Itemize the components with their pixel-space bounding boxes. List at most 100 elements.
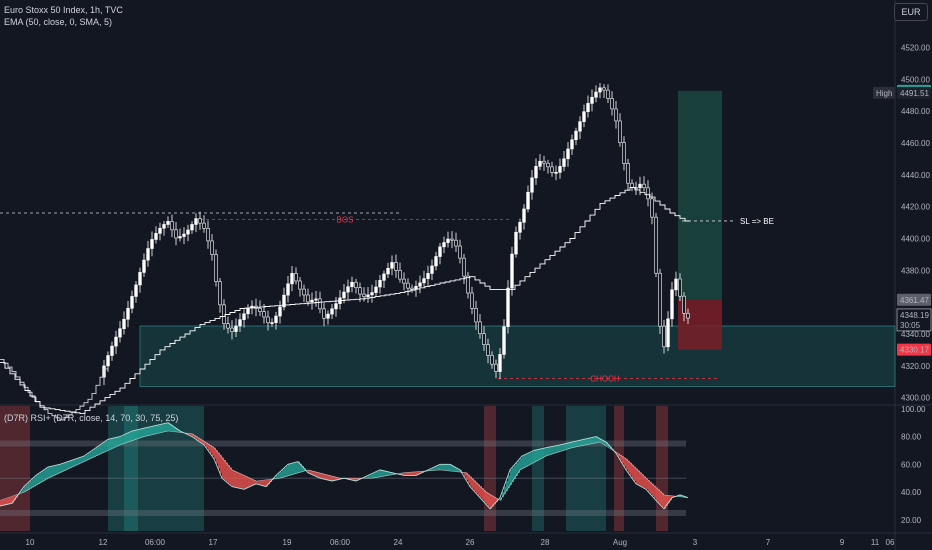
rsi-cloud-slice xyxy=(538,449,540,461)
rsi-cloud-slice xyxy=(282,469,284,478)
rsi-cloud-slice xyxy=(152,426,154,435)
position-target-zone xyxy=(678,90,722,300)
rsi-cloud-slice xyxy=(172,425,174,432)
rsi-cloud-slice xyxy=(430,468,432,471)
candle-body xyxy=(386,267,390,275)
time-tick-label: 3 xyxy=(693,538,698,547)
price-tick-label: 4380.00 xyxy=(901,266,930,275)
rsi-cloud-slice xyxy=(200,438,202,443)
rsi-cloud-slice xyxy=(650,481,652,494)
rsi-cloud-slice xyxy=(74,459,76,467)
candle-body xyxy=(190,224,194,231)
rsi-cloud-slice xyxy=(582,439,584,446)
rsi-cloud-slice xyxy=(382,470,384,477)
rsi-cloud-slice xyxy=(332,476,334,481)
candle-body xyxy=(674,278,678,291)
candle-body xyxy=(466,275,470,294)
rsi-cloud-slice xyxy=(372,473,374,479)
candles xyxy=(102,83,690,386)
rsi-cloud-slice xyxy=(656,487,658,501)
rsi-cloud-slice xyxy=(318,472,320,478)
rsi-cloud-slice xyxy=(162,424,164,433)
rsi-cloud-slice xyxy=(310,470,312,474)
candle-body xyxy=(246,307,250,315)
rsi-cloud-slice xyxy=(434,467,436,471)
currency-selector[interactable]: EUR xyxy=(894,3,928,21)
rsi-cloud-slice xyxy=(222,457,224,479)
rsi-cloud-slice xyxy=(522,456,524,469)
rsi-cloud-slice xyxy=(376,471,378,478)
candle-body xyxy=(574,130,578,141)
candle-body xyxy=(198,218,202,224)
rsi-cloud-slice xyxy=(158,424,160,434)
rsi-cloud-slice xyxy=(10,496,12,504)
rsi-cloud-slice xyxy=(134,430,136,441)
candle-body xyxy=(462,257,466,277)
rsi-cloud-slice xyxy=(214,447,216,459)
bos-label: BOS xyxy=(337,215,354,224)
candle-body xyxy=(570,139,574,150)
rsi-cloud-slice xyxy=(316,471,318,477)
rsi-cloud-slice xyxy=(400,473,402,475)
rsi-cloud-slice xyxy=(2,499,4,506)
entry-price-tag: 4361.47 xyxy=(900,296,929,305)
rsi-cloud-slice xyxy=(644,476,646,489)
rsi-cloud-slice xyxy=(274,477,276,479)
candle-body xyxy=(218,281,222,306)
rsi-cloud-slice xyxy=(414,471,416,476)
rsi-cloud-slice xyxy=(552,446,554,455)
rsi-cloud-slice xyxy=(284,468,286,478)
time-tick-label: 11 xyxy=(871,538,880,547)
rsi-cloud-slice xyxy=(300,463,302,473)
rsi-cloud-slice xyxy=(604,441,606,445)
rsi-cloud-slice xyxy=(102,443,104,454)
rsi-cloud-slice xyxy=(512,467,514,483)
stop-price-tag: 4330.17 xyxy=(900,346,929,355)
rsi-cloud-slice xyxy=(328,475,330,481)
rsi-cloud-slice xyxy=(568,443,570,449)
candle-body xyxy=(654,216,658,274)
rsi-cloud-slice xyxy=(444,464,446,471)
rsi-cloud-slice xyxy=(356,478,358,481)
rsi-cloud-slice xyxy=(668,495,670,504)
rsi-cloud-slice xyxy=(666,495,668,506)
rsi-cloud-slice xyxy=(64,462,66,471)
rsi-legend: (D7R) RSI+ (D7R, close, 14, 70, 30, 75, … xyxy=(4,413,179,423)
rsi-signal-line xyxy=(0,430,689,501)
rsi-cloud-slice xyxy=(266,479,268,487)
rsi-cloud-slice xyxy=(594,437,596,444)
price-tick-label: 4400.00 xyxy=(901,234,930,243)
rsi-cloud-slice xyxy=(296,462,298,474)
rsi-cloud-slice xyxy=(352,478,354,481)
time-tick-label: 7 xyxy=(766,538,771,547)
rsi-cloud-slice xyxy=(450,464,452,471)
candle-body xyxy=(366,294,370,297)
rsi-cloud-slice xyxy=(130,431,132,442)
candle-body xyxy=(642,183,646,189)
candle-body xyxy=(382,273,386,281)
candle-body xyxy=(418,282,422,287)
candle-body xyxy=(178,236,182,239)
candle-body xyxy=(110,345,114,356)
rsi-cloud-slice xyxy=(392,472,394,475)
rsi-cloud-slice xyxy=(48,467,50,479)
rsi-cloud-slice xyxy=(558,445,560,453)
candle-body xyxy=(538,160,542,167)
rsi-cloud-slice xyxy=(384,470,386,477)
candle-body xyxy=(482,333,486,345)
rsi-cloud-slice xyxy=(14,495,16,501)
candle-body xyxy=(542,160,546,164)
rsi-cloud-slice xyxy=(440,464,442,470)
rsi-cloud-slice xyxy=(534,450,536,463)
candle-body xyxy=(150,239,154,249)
rsi-cloud-slice xyxy=(212,446,214,456)
candle-body xyxy=(646,187,650,200)
rsi-cloud-slice xyxy=(482,488,484,500)
rsi-cloud-slice xyxy=(518,460,520,473)
rsi-cloud-slice xyxy=(248,477,250,488)
rsi-cloud-slice xyxy=(654,485,656,499)
rsi-cloud-slice xyxy=(560,444,562,452)
rsi-cloud-slice xyxy=(122,435,124,445)
rsi-cloud-slice xyxy=(276,475,278,479)
